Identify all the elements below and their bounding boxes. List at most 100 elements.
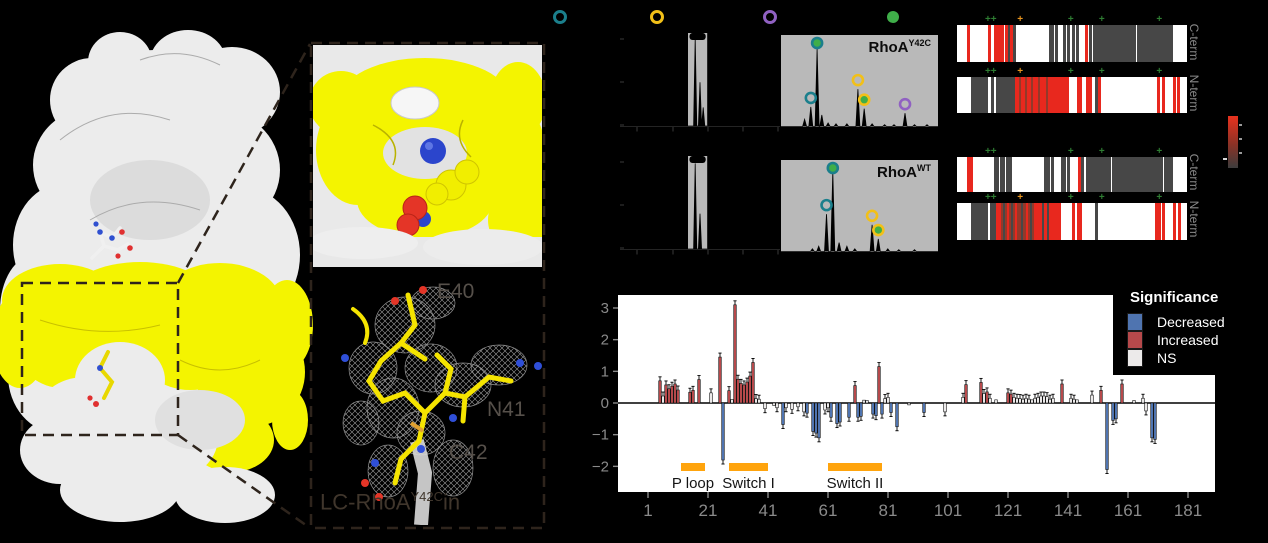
fragment-bar	[992, 203, 996, 240]
fragment-bar	[990, 77, 994, 113]
fragment-bar	[1054, 77, 1058, 113]
fragment-bar	[1142, 25, 1146, 62]
residue-bar	[823, 402, 827, 411]
fragment-bar	[994, 25, 998, 62]
highlight-band	[688, 33, 708, 126]
fragment-bar	[996, 157, 1000, 192]
cysteine-stick	[87, 350, 115, 407]
residue-bar	[1042, 395, 1046, 404]
panel-title-rhoa-wt: RhoAWT	[877, 163, 931, 181]
residue-bar	[1072, 398, 1076, 404]
residue-bar	[1111, 402, 1115, 421]
residue-bar	[772, 402, 776, 406]
residue-bar	[922, 402, 926, 413]
fragment-bar	[1025, 203, 1029, 240]
residue-bar	[1141, 397, 1145, 404]
fragment-bar	[1105, 157, 1109, 192]
fragment-bar	[1173, 203, 1177, 240]
fragment-strip	[957, 77, 1187, 113]
residue-bar	[751, 362, 755, 404]
residue-bar	[748, 375, 752, 404]
residue-bar	[817, 402, 821, 439]
fragment-bar	[1092, 25, 1096, 62]
residue-bar	[829, 402, 833, 418]
green-plus-marker: +	[990, 192, 997, 203]
green-plus-marker: +	[1067, 66, 1074, 77]
green-plus-marker: +	[990, 14, 997, 25]
fragment-bar	[1125, 157, 1129, 192]
native-ms-panel-wt: RhoAWT	[781, 160, 938, 252]
green-plus-marker: +	[1067, 14, 1074, 25]
fragment-bar	[1033, 77, 1037, 113]
fragment-bar	[1089, 25, 1093, 62]
fragment-bar	[990, 203, 994, 240]
fragment-bar	[1097, 25, 1101, 62]
fragment-bar	[1151, 157, 1155, 192]
fragment-bar	[1161, 203, 1165, 240]
tick-label: 61	[819, 501, 838, 520]
fragment-bar	[1127, 25, 1131, 62]
residue-bar	[688, 391, 692, 404]
fragment-bar	[1160, 157, 1164, 192]
fragment-bar	[1094, 157, 1098, 192]
fragment-bar	[1063, 157, 1067, 192]
fragment-bar	[1159, 25, 1163, 62]
fragment-bar	[996, 25, 1000, 62]
residue-bar	[814, 402, 818, 434]
fragment-bar	[1097, 157, 1101, 192]
residue-label-e40: E40	[437, 280, 475, 303]
fragment-bar	[1142, 157, 1146, 192]
orange-plus-marker: +	[1017, 14, 1024, 25]
native-ms-spectrum-wt	[781, 161, 938, 252]
fragment-bar	[1017, 203, 1021, 240]
fragment-bar	[974, 203, 978, 240]
residue-bar	[826, 402, 830, 409]
fragment-bar	[983, 77, 987, 113]
fragment-bar	[1102, 25, 1106, 62]
fragment-bar	[1011, 203, 1015, 240]
residue-bar	[1039, 395, 1043, 404]
tick-label: 1	[643, 501, 652, 520]
yellow-contours	[39, 319, 261, 371]
fragment-bar	[1111, 25, 1115, 62]
colorbar-tick	[1223, 158, 1227, 160]
fragment-bar	[1035, 77, 1039, 113]
fragment-bar	[1047, 77, 1051, 113]
green-filled-circle	[887, 11, 899, 23]
tick-label: 2	[601, 332, 609, 349]
fragment-bar	[1176, 77, 1180, 113]
residue-bar	[802, 402, 806, 413]
fragment-bar	[1147, 25, 1151, 62]
residue-bar	[1006, 392, 1010, 404]
fragment-bar	[1072, 25, 1075, 62]
residue-bar	[763, 402, 767, 409]
fragment-bar	[1007, 25, 1011, 62]
residue-bar	[847, 402, 851, 418]
sulfur-carbon-spheres	[425, 159, 480, 206]
residue-bar	[835, 402, 839, 424]
green-plus-marker: +	[985, 14, 991, 25]
inset-frame-dashed	[309, 41, 546, 530]
fragment-bar	[1167, 157, 1171, 192]
yellow-open-marker	[865, 209, 879, 223]
fragment-bar	[979, 203, 983, 240]
green-plus-marker: +	[1156, 192, 1163, 203]
lc-trace-panel-wt	[620, 156, 780, 255]
fragment-strip	[957, 157, 1187, 192]
oxygen-spheres	[396, 195, 431, 237]
fragment-bar	[1157, 157, 1161, 192]
fragment-bar	[1108, 157, 1112, 192]
complex-label-suffix: in	[443, 489, 461, 515]
residue-bar	[1048, 398, 1052, 404]
legend-label-i: Increased	[1157, 332, 1219, 348]
residue-bar	[895, 402, 899, 428]
fragment-bar	[1025, 77, 1029, 113]
residue-bar	[781, 402, 785, 425]
residue-bar	[1030, 399, 1034, 404]
charge-state-marker-row	[553, 10, 899, 24]
residue-bar	[871, 402, 875, 415]
fragment-bar	[1079, 77, 1083, 113]
panel-title-rhoa-y42c: RhoAY42C	[868, 38, 931, 56]
fragment-bar	[1015, 203, 1019, 240]
fragment-bar	[972, 77, 976, 113]
